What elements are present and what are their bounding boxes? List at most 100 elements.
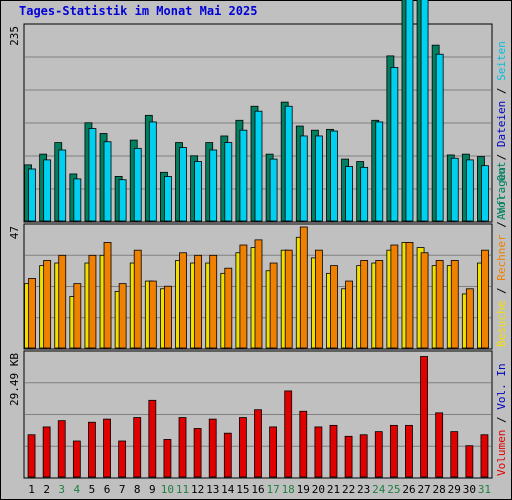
x-tick-label: 9 [149, 483, 156, 496]
bar-dateien [43, 159, 52, 222]
bar-rechner [28, 278, 36, 349]
bar-rechner [224, 267, 233, 349]
legend-vol-out: Vol. Out [495, 162, 508, 215]
bar-rechner [179, 252, 187, 349]
bar-rechner [284, 249, 293, 349]
bar-dateien [133, 147, 142, 222]
bar-dateien [420, 0, 429, 222]
bar-dateien [330, 130, 338, 222]
bar-rechner [239, 244, 248, 349]
bar-rechner [269, 262, 278, 349]
bar-dateien [465, 159, 474, 222]
x-tick-label: 7 [119, 483, 126, 496]
bar-rechner [465, 288, 474, 349]
x-tick-label: 11 [176, 483, 189, 496]
bar-volumen [420, 356, 428, 478]
bar-rechner [118, 283, 127, 349]
bar-rechner [390, 244, 399, 349]
x-tick-label: 27 [417, 483, 430, 496]
x-tick-label: 1 [28, 483, 35, 496]
bar-rechner [43, 260, 52, 349]
bar-volumen [27, 434, 36, 478]
bar-volumen [359, 434, 368, 478]
bar-volumen [72, 440, 81, 478]
bar-dateien [28, 168, 36, 222]
bar-volumen [88, 421, 96, 478]
x-tick-label: 2 [43, 483, 50, 496]
x-tick-label: 19 [297, 483, 310, 496]
bar-rechner [405, 242, 414, 349]
bar-rechner [88, 254, 97, 349]
bar-dateien [58, 149, 67, 222]
y-max-label: 47 [8, 226, 21, 239]
bar-dateien [209, 149, 218, 222]
bar-rechner [148, 280, 157, 349]
bar-dateien [179, 147, 187, 222]
bar-volumen [435, 412, 444, 478]
x-tick-label: 24 [372, 483, 386, 496]
bar-dateien [269, 158, 278, 222]
bar-dateien [481, 165, 489, 222]
bar-rechner [360, 260, 369, 349]
bar-volumen [118, 440, 127, 478]
legend-dateien: Dateien [495, 101, 508, 147]
legend-separator: / [495, 215, 508, 235]
bar-dateien [375, 121, 384, 222]
x-tick-label: 12 [191, 483, 204, 496]
page-title: Tages-Statistik im Monat Mai 2025 [19, 4, 258, 18]
bar-rechner [345, 280, 353, 349]
bar-rechner [450, 260, 459, 349]
bar-rechner [375, 260, 384, 349]
legend-vol-in: Vol. In [495, 363, 508, 409]
x-tick-label: 6 [104, 483, 111, 496]
bar-rechner [103, 242, 112, 349]
x-tick-label: 13 [206, 483, 219, 496]
x-tick-label: 3 [58, 483, 65, 496]
bar-volumen [103, 418, 111, 478]
bar-dateien [103, 141, 112, 222]
legend-volumen: Volumen [495, 430, 508, 476]
bar-volumen [405, 424, 413, 478]
bar-rechner [164, 285, 172, 349]
bar-rechner [73, 283, 82, 349]
y-max-label: 235 [8, 26, 21, 46]
bar-dateien [450, 157, 459, 222]
bar-dateien [284, 105, 293, 222]
right-axis-legend: Anfragen / Dateien / Seiten [495, 41, 508, 220]
x-tick-label: 17 [266, 483, 279, 496]
legend-separator: / [495, 281, 508, 301]
bar-rechner [314, 249, 323, 349]
legend-separator: / [495, 147, 508, 167]
x-tick-label: 10 [161, 483, 174, 496]
bar-volumen [148, 399, 157, 478]
y-max-label: 29.49 KB [8, 353, 21, 406]
bar-volumen [450, 431, 459, 478]
x-tick-label: 15 [236, 483, 249, 496]
bar-volumen [208, 418, 217, 478]
bar-volumen [344, 435, 353, 478]
bar-volumen [329, 424, 338, 478]
x-tick-label: 14 [221, 483, 235, 496]
bar-dateien [435, 53, 444, 222]
x-tick-label: 5 [89, 483, 96, 496]
x-tick-label: 18 [282, 483, 295, 496]
bar-volumen [133, 417, 142, 478]
bar-rechner [133, 249, 142, 349]
bar-dateien [164, 176, 172, 222]
bar-volumen [284, 390, 293, 478]
legend-anfragen: Anfragen [495, 167, 508, 220]
bar-volumen [314, 426, 323, 478]
legend-separator: / [495, 81, 508, 101]
bar-volumen [193, 428, 202, 478]
legend-seiten: Seiten [495, 41, 508, 81]
bar-dateien [224, 142, 233, 222]
bar-dateien [88, 128, 97, 222]
bar-rechner [58, 254, 67, 349]
bar-dateien [148, 121, 157, 222]
bar-volumen [239, 417, 247, 478]
bar-dateien [254, 110, 263, 222]
x-tick-label: 31 [478, 483, 491, 496]
bar-volumen [299, 410, 308, 478]
bar-dateien [299, 135, 308, 222]
bar-rechner [194, 254, 203, 349]
